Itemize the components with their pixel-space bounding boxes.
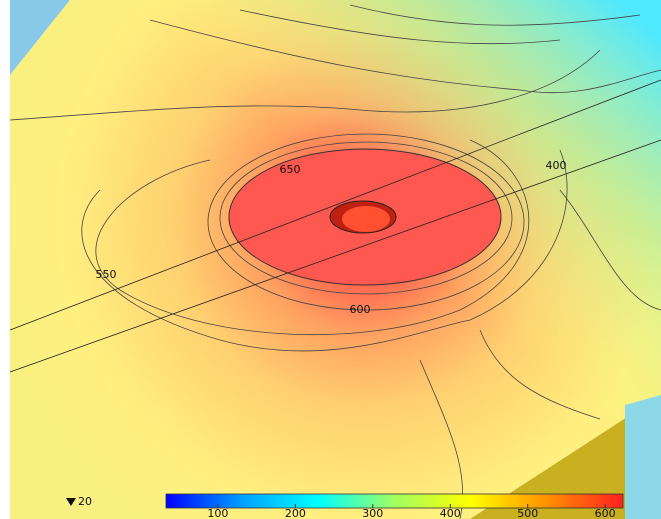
contour-label: 550 [96,268,117,281]
colorbar-tick-label: 100 [207,507,228,519]
min-value: 20 [78,495,92,508]
contour-label: 600 [350,303,371,316]
colorbar-tick-label: 300 [362,507,383,519]
contour-label: 400 [546,159,567,172]
chart: 650 400 550 600 20 100 200 300 400 500 600 [0,0,661,519]
colorbar-tick-label: 400 [440,507,461,519]
contour-label: 650 [280,163,301,176]
colorbar-tick-label: 500 [517,507,538,519]
colorbar-tick-label: 600 [595,507,616,519]
colorbar [166,494,623,508]
colorbar-tick-label: 200 [285,507,306,519]
